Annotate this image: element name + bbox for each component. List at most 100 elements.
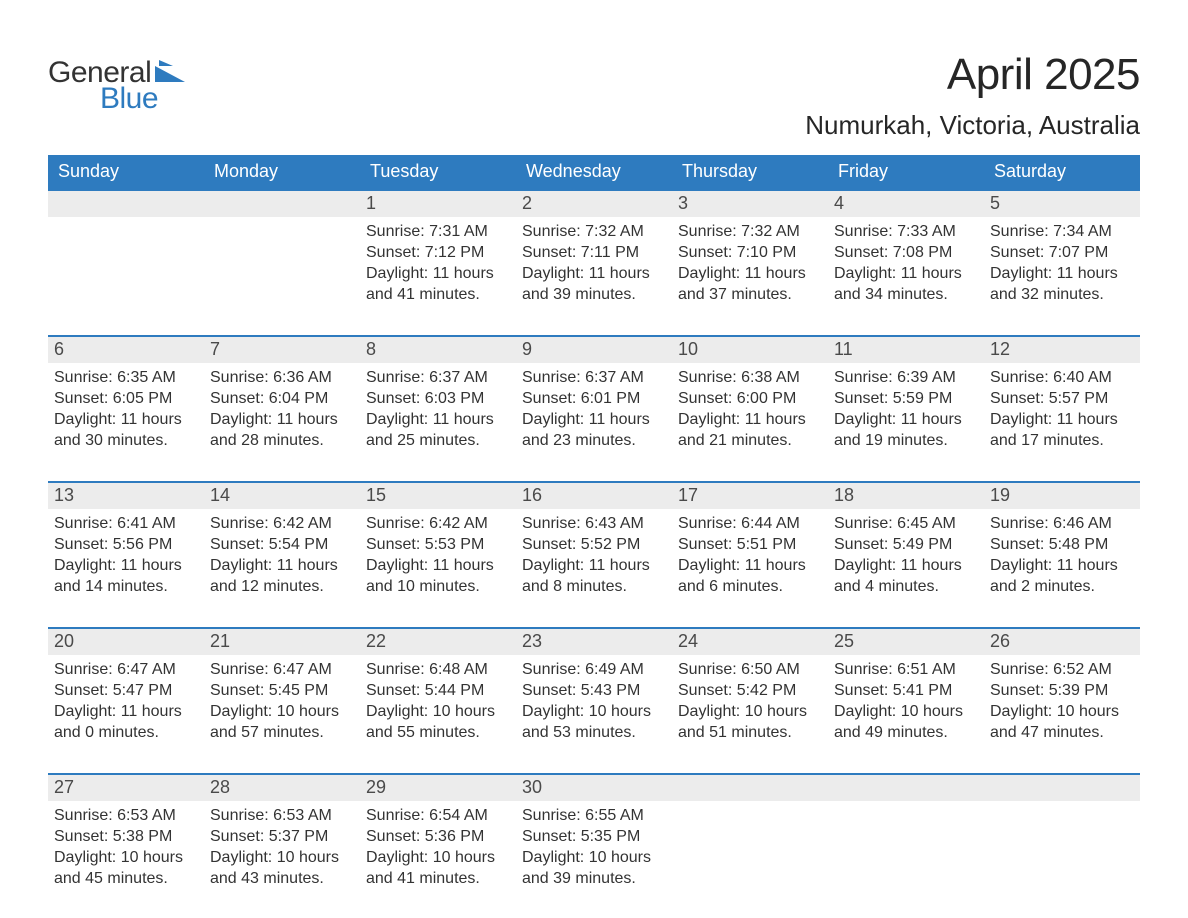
sunset-text: Sunset: 5:43 PM — [522, 680, 666, 701]
daylight-text: Daylight: 11 hours and 30 minutes. — [54, 409, 198, 451]
day-cell: Sunrise: 7:34 AMSunset: 7:07 PMDaylight:… — [984, 217, 1140, 317]
day-number: 23 — [516, 629, 672, 655]
title-block: April 2025 Numurkah, Victoria, Australia — [805, 50, 1140, 141]
day-cell: Sunrise: 6:35 AMSunset: 6:05 PMDaylight:… — [48, 363, 204, 463]
sunset-text: Sunset: 7:12 PM — [366, 242, 510, 263]
daylight-text: Daylight: 10 hours and 49 minutes. — [834, 701, 978, 743]
calendar: Sunday Monday Tuesday Wednesday Thursday… — [48, 155, 1140, 901]
daylight-text: Daylight: 10 hours and 45 minutes. — [54, 847, 198, 889]
day-cell: Sunrise: 6:37 AMSunset: 6:03 PMDaylight:… — [360, 363, 516, 463]
weekday-header-row: Sunday Monday Tuesday Wednesday Thursday… — [48, 155, 1140, 189]
day-number: 6 — [48, 337, 204, 363]
weekday-header: Tuesday — [360, 155, 516, 189]
day-number — [204, 191, 360, 217]
week-spacer — [48, 317, 1140, 335]
sunrise-text: Sunrise: 6:50 AM — [678, 659, 822, 680]
sunset-text: Sunset: 6:05 PM — [54, 388, 198, 409]
sunset-text: Sunset: 5:37 PM — [210, 826, 354, 847]
daylight-text: Daylight: 11 hours and 39 minutes. — [522, 263, 666, 305]
daylight-text: Daylight: 11 hours and 28 minutes. — [210, 409, 354, 451]
brand-logo: General Blue — [48, 50, 185, 116]
sunrise-text: Sunrise: 6:39 AM — [834, 367, 978, 388]
sunset-text: Sunset: 5:59 PM — [834, 388, 978, 409]
day-cell: Sunrise: 6:54 AMSunset: 5:36 PMDaylight:… — [360, 801, 516, 901]
day-number: 25 — [828, 629, 984, 655]
sunrise-text: Sunrise: 6:35 AM — [54, 367, 198, 388]
sunset-text: Sunset: 5:57 PM — [990, 388, 1134, 409]
day-cell: Sunrise: 6:40 AMSunset: 5:57 PMDaylight:… — [984, 363, 1140, 463]
daylight-text: Daylight: 11 hours and 37 minutes. — [678, 263, 822, 305]
sunrise-text: Sunrise: 6:53 AM — [210, 805, 354, 826]
sunrise-text: Sunrise: 7:34 AM — [990, 221, 1134, 242]
day-cell: Sunrise: 6:48 AMSunset: 5:44 PMDaylight:… — [360, 655, 516, 755]
daylight-text: Daylight: 11 hours and 21 minutes. — [678, 409, 822, 451]
day-number: 7 — [204, 337, 360, 363]
daylight-text: Daylight: 11 hours and 12 minutes. — [210, 555, 354, 597]
sunset-text: Sunset: 5:52 PM — [522, 534, 666, 555]
day-cell: Sunrise: 7:31 AMSunset: 7:12 PMDaylight:… — [360, 217, 516, 317]
daylight-text: Daylight: 11 hours and 0 minutes. — [54, 701, 198, 743]
day-number: 20 — [48, 629, 204, 655]
daylight-text: Daylight: 11 hours and 4 minutes. — [834, 555, 978, 597]
day-number: 24 — [672, 629, 828, 655]
day-number: 21 — [204, 629, 360, 655]
daylight-text: Daylight: 10 hours and 51 minutes. — [678, 701, 822, 743]
day-number: 8 — [360, 337, 516, 363]
brand-word2: Blue — [100, 82, 158, 116]
day-number: 14 — [204, 483, 360, 509]
sunrise-text: Sunrise: 6:51 AM — [834, 659, 978, 680]
sunrise-text: Sunrise: 7:32 AM — [678, 221, 822, 242]
sunrise-text: Sunrise: 6:54 AM — [366, 805, 510, 826]
sunrise-text: Sunrise: 6:49 AM — [522, 659, 666, 680]
sunset-text: Sunset: 5:51 PM — [678, 534, 822, 555]
sunrise-text: Sunrise: 6:42 AM — [210, 513, 354, 534]
daylight-text: Daylight: 11 hours and 25 minutes. — [366, 409, 510, 451]
day-cell: Sunrise: 6:51 AMSunset: 5:41 PMDaylight:… — [828, 655, 984, 755]
day-cell: Sunrise: 7:33 AMSunset: 7:08 PMDaylight:… — [828, 217, 984, 317]
sunset-text: Sunset: 5:49 PM — [834, 534, 978, 555]
sunrise-text: Sunrise: 6:48 AM — [366, 659, 510, 680]
sunset-text: Sunset: 5:45 PM — [210, 680, 354, 701]
sunrise-text: Sunrise: 6:36 AM — [210, 367, 354, 388]
sunset-text: Sunset: 5:44 PM — [366, 680, 510, 701]
day-number: 22 — [360, 629, 516, 655]
day-cell: Sunrise: 6:42 AMSunset: 5:54 PMDaylight:… — [204, 509, 360, 609]
sunset-text: Sunset: 6:03 PM — [366, 388, 510, 409]
sunrise-text: Sunrise: 7:32 AM — [522, 221, 666, 242]
daylight-text: Daylight: 10 hours and 39 minutes. — [522, 847, 666, 889]
day-cell: Sunrise: 6:50 AMSunset: 5:42 PMDaylight:… — [672, 655, 828, 755]
daylight-text: Daylight: 10 hours and 41 minutes. — [366, 847, 510, 889]
day-cell — [672, 801, 828, 901]
day-cell: Sunrise: 6:39 AMSunset: 5:59 PMDaylight:… — [828, 363, 984, 463]
day-number — [672, 775, 828, 801]
day-number: 18 — [828, 483, 984, 509]
day-cell: Sunrise: 6:41 AMSunset: 5:56 PMDaylight:… — [48, 509, 204, 609]
daylight-text: Daylight: 11 hours and 19 minutes. — [834, 409, 978, 451]
daylight-text: Daylight: 10 hours and 53 minutes. — [522, 701, 666, 743]
daylight-text: Daylight: 11 hours and 2 minutes. — [990, 555, 1134, 597]
daylight-text: Daylight: 11 hours and 6 minutes. — [678, 555, 822, 597]
day-number: 28 — [204, 775, 360, 801]
sunset-text: Sunset: 7:07 PM — [990, 242, 1134, 263]
day-number: 17 — [672, 483, 828, 509]
day-cell — [204, 217, 360, 317]
day-number: 9 — [516, 337, 672, 363]
daylight-text: Daylight: 11 hours and 17 minutes. — [990, 409, 1134, 451]
day-number: 5 — [984, 191, 1140, 217]
week-spacer — [48, 755, 1140, 773]
sunrise-text: Sunrise: 6:55 AM — [522, 805, 666, 826]
weekday-header: Monday — [204, 155, 360, 189]
day-cell: Sunrise: 6:47 AMSunset: 5:45 PMDaylight:… — [204, 655, 360, 755]
sunset-text: Sunset: 6:01 PM — [522, 388, 666, 409]
weekday-header: Thursday — [672, 155, 828, 189]
day-number: 10 — [672, 337, 828, 363]
sunset-text: Sunset: 5:38 PM — [54, 826, 198, 847]
day-number — [984, 775, 1140, 801]
sunset-text: Sunset: 5:42 PM — [678, 680, 822, 701]
daylight-text: Daylight: 11 hours and 34 minutes. — [834, 263, 978, 305]
week-spacer — [48, 609, 1140, 627]
daylight-text: Daylight: 11 hours and 32 minutes. — [990, 263, 1134, 305]
weekday-header: Wednesday — [516, 155, 672, 189]
day-number: 13 — [48, 483, 204, 509]
sunset-text: Sunset: 5:53 PM — [366, 534, 510, 555]
